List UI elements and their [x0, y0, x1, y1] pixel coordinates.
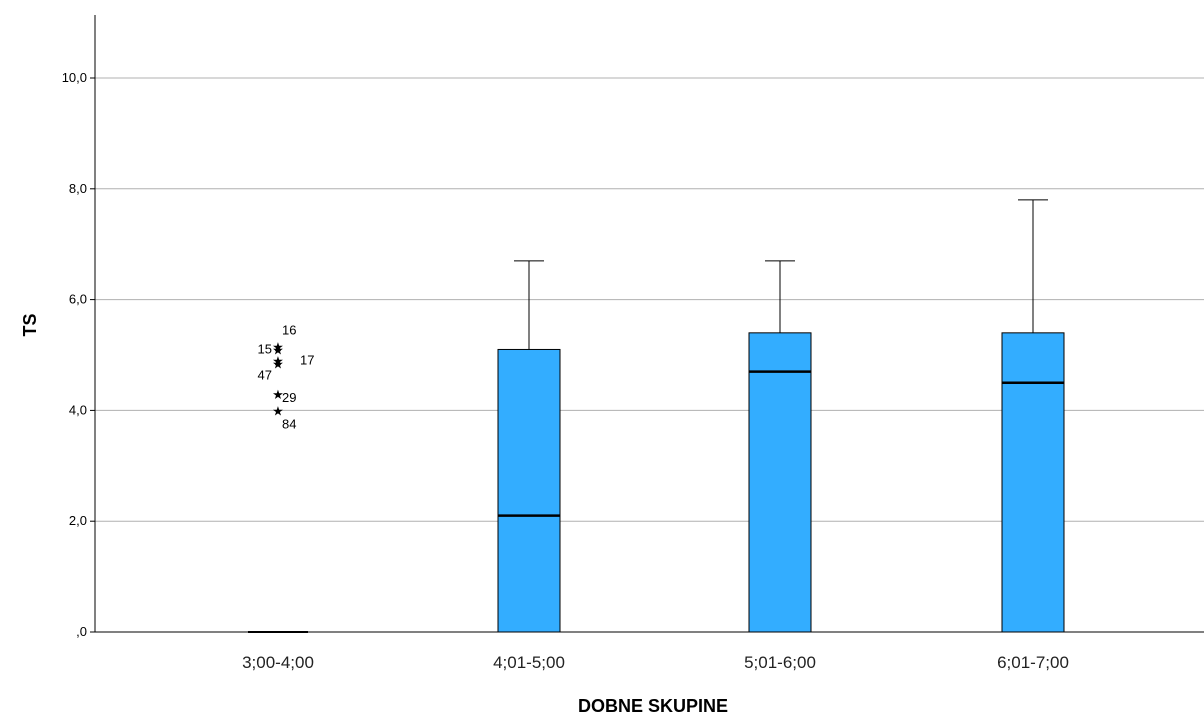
outlier-star: ★	[272, 355, 284, 370]
y-tick-label: 2,0	[69, 513, 87, 528]
outlier-star: ★	[272, 341, 284, 356]
box-iqr	[1001, 332, 1065, 633]
box-group: ★16★15★ 17★47★29★84	[248, 323, 314, 633]
box-iqr	[748, 332, 812, 633]
x-category-label: 4;01-5;00	[493, 653, 565, 672]
box-group	[748, 260, 812, 633]
x-category-label: 5;01-6;00	[744, 653, 816, 672]
y-tick-label: 6,0	[69, 292, 87, 307]
x-category-labels: 3;00-4;00 4;01-5;00 5;01-6;00 6;01-7;00	[242, 653, 1069, 672]
boxes: ★16★15★ 17★47★29★84	[248, 199, 1065, 633]
outlier-star: ★	[272, 357, 284, 372]
outlier-label: 15	[258, 341, 272, 356]
x-axis-title: DOBNE SKUPINE	[578, 696, 728, 716]
x-category-label: 3;00-4;00	[242, 653, 314, 672]
box-group	[1001, 199, 1065, 633]
y-axis-title: TS	[20, 313, 40, 336]
y-tick-label: ,0	[76, 624, 87, 639]
outlier-label: 84	[282, 416, 296, 431]
y-tick-labels: ,0 2,0 4,0 6,0 8,0 10,0	[62, 70, 95, 639]
x-category-label: 6;01-7;00	[997, 653, 1069, 672]
outlier-star: ★	[272, 343, 284, 358]
outlier-label: 16	[282, 323, 296, 338]
y-tick-label: 8,0	[69, 181, 87, 196]
outlier-star: ★	[272, 404, 284, 419]
box-group	[497, 260, 561, 633]
axes	[94, 15, 1204, 633]
y-tick-label: 10,0	[62, 70, 87, 85]
outlier-star: ★	[272, 388, 284, 403]
outlier-label: 17	[300, 353, 314, 368]
box-iqr	[497, 348, 561, 633]
outlier-label: 47	[258, 367, 272, 382]
y-tick-label: 4,0	[69, 402, 87, 417]
outlier-label: 29	[282, 390, 296, 405]
